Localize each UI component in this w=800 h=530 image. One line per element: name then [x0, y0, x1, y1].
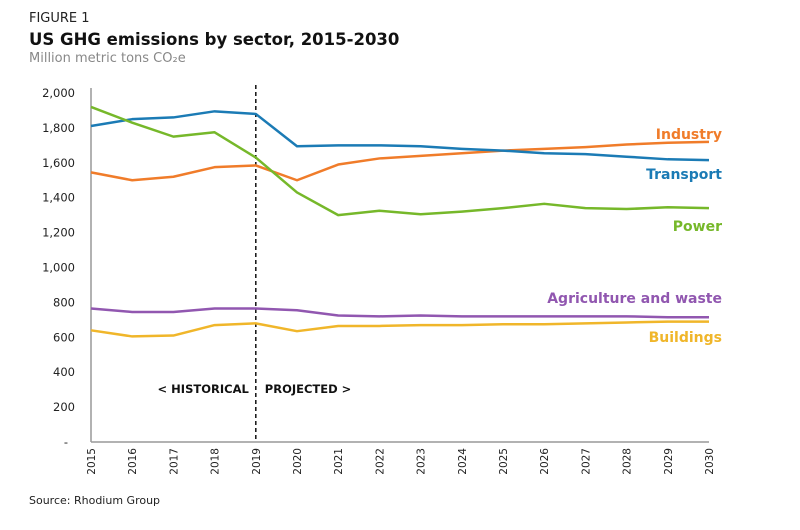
series-line-industry — [90, 140, 710, 182]
x-tick-label: 2026 — [539, 448, 551, 475]
x-tick-label: 2029 — [663, 448, 675, 475]
x-tick-label: 2015 — [86, 448, 98, 475]
x-tick-label: 2017 — [168, 448, 180, 475]
x-tick-label: 2016 — [127, 448, 139, 475]
y-tick-label: 1,400 — [42, 191, 75, 205]
x-tick-label: 2019 — [251, 448, 263, 475]
chart-title: US GHG emissions by sector, 2015-2030 — [29, 30, 400, 49]
y-tick-label: - — [64, 435, 68, 449]
series-label-power: Power — [673, 219, 722, 235]
series-label-transport: Transport — [646, 167, 722, 183]
figure-label: FIGURE 1 — [29, 11, 90, 26]
x-tick-label: 2030 — [704, 448, 716, 475]
x-tick-label: 2021 — [333, 448, 345, 475]
y-tick-label: 2,000 — [42, 86, 75, 100]
series-label-agriculture-and-waste: Agriculture and waste — [547, 291, 722, 307]
historical-label: < HISTORICAL — [158, 382, 250, 396]
x-tick-label: 2027 — [580, 448, 592, 475]
x-tick-label: 2028 — [622, 448, 634, 475]
y-tick-label: 1,600 — [42, 156, 75, 170]
projected-label: PROJECTED > — [265, 382, 352, 396]
source-note: Source: Rhodium Group — [29, 494, 161, 507]
series-line-power — [90, 105, 710, 217]
y-tick-label: 800 — [53, 295, 75, 309]
y-tick-label: 1,000 — [42, 261, 75, 275]
y-tick-label: 1,200 — [42, 226, 75, 240]
x-tick-label: 2022 — [374, 448, 386, 475]
chart-subtitle: Million metric tons CO₂e — [29, 51, 186, 66]
y-tick-label: 200 — [53, 400, 75, 414]
series-line-buildings — [90, 320, 709, 338]
x-tick-label: 2020 — [292, 448, 304, 475]
x-tick-label: 2024 — [457, 448, 469, 475]
x-tick-label: 2018 — [210, 448, 222, 475]
x-tick-label: 2023 — [416, 448, 428, 475]
y-tick-label: 600 — [53, 330, 75, 344]
series-label-industry: Industry — [656, 127, 722, 143]
series-line-transport — [90, 110, 710, 162]
y-tick-label: 1,800 — [42, 121, 75, 135]
series-label-buildings: Buildings — [649, 330, 722, 346]
series-line-agriculture-and-waste — [90, 307, 709, 319]
y-tick-label: 400 — [53, 365, 75, 379]
x-tick-label: 2025 — [498, 448, 510, 475]
